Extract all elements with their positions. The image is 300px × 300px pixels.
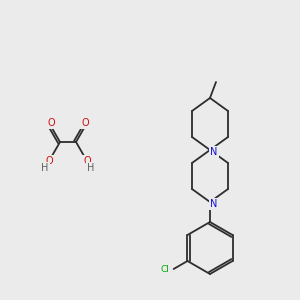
Text: N: N <box>210 199 218 209</box>
Text: O: O <box>83 156 91 166</box>
Text: O: O <box>45 156 53 166</box>
Text: O: O <box>47 118 55 128</box>
Text: N: N <box>210 147 218 157</box>
Text: Cl: Cl <box>161 265 170 274</box>
Text: H: H <box>87 163 95 173</box>
Text: H: H <box>41 163 49 173</box>
Text: O: O <box>81 118 89 128</box>
